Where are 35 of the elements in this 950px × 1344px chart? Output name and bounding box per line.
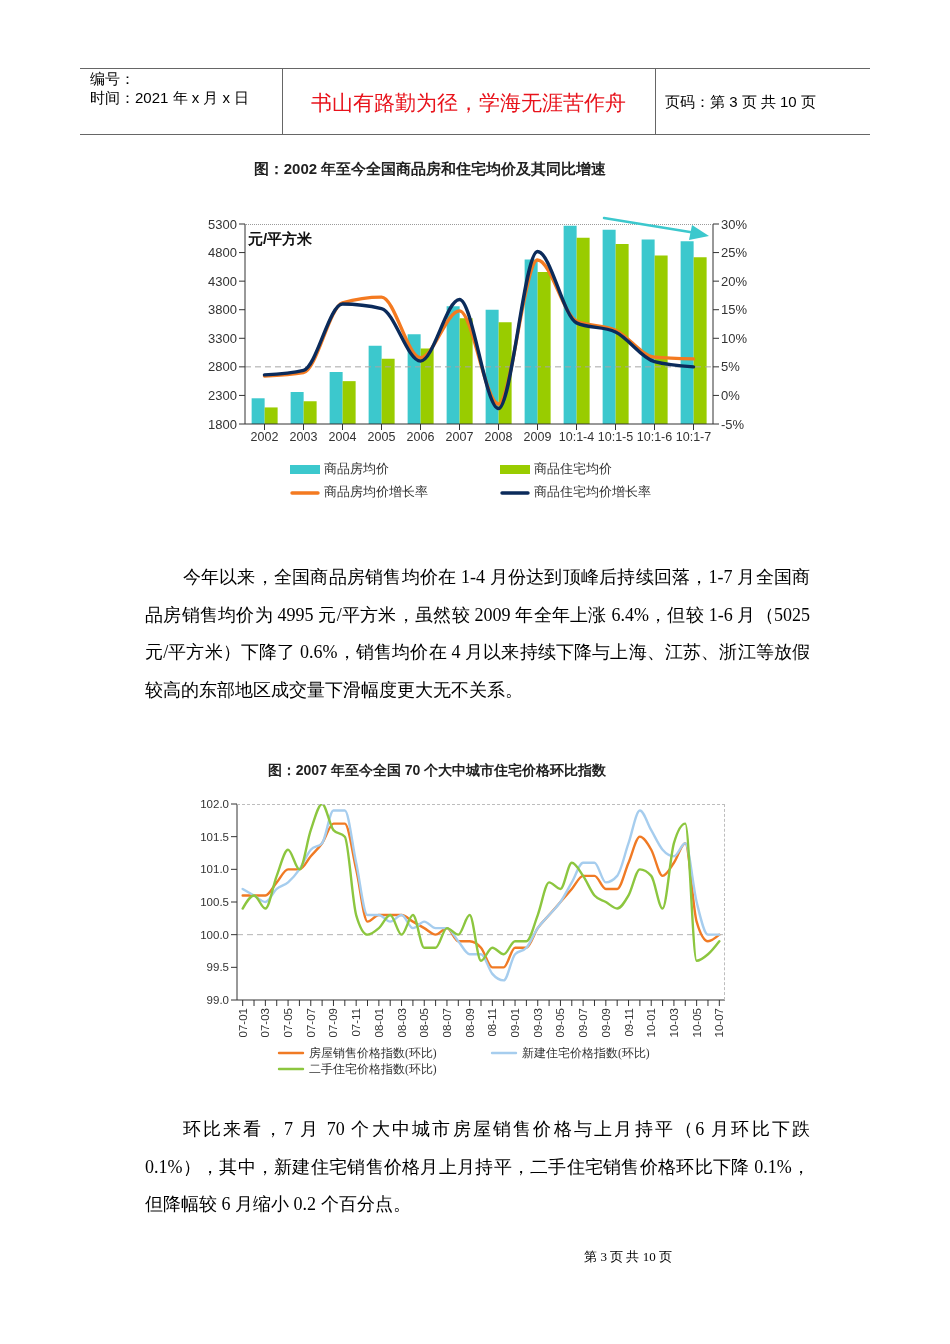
text: 第 3 页 共 10 页 [583, 1248, 673, 1266]
x-tick-label: 08-01 [372, 1008, 385, 1038]
x-tick-label: 08-11 [486, 1008, 499, 1037]
x-tick-label: 09-01 [509, 1008, 522, 1038]
y-tick-label: 99.0 [206, 994, 229, 1007]
x-tick-label: 07-01 [236, 1008, 249, 1038]
y-tick-label: 102.0 [200, 798, 229, 811]
x-tick-label: 07-09 [327, 1008, 340, 1038]
x-tick-label: 09-07 [577, 1008, 590, 1038]
x-tick-label: 10-05 [690, 1008, 703, 1038]
legend-label: 二手住宅价格指数(环比) [309, 1061, 437, 1077]
legend-label: 房屋销售价格指数(环比) [309, 1045, 437, 1061]
x-tick-label: 10-03 [667, 1008, 680, 1038]
x-tick-label: 08-03 [395, 1008, 408, 1038]
y-tick-label: 99.5 [206, 961, 229, 974]
x-tick-label: 09-09 [599, 1008, 612, 1038]
y-tick-label: 100.0 [200, 928, 229, 941]
x-tick-label: 07-03 [259, 1008, 272, 1038]
y-tick-label: 101.0 [200, 863, 229, 876]
y-tick-label: 100.5 [200, 896, 229, 909]
x-tick-label: 08-07 [440, 1008, 453, 1038]
x-tick-label: 07-05 [282, 1008, 295, 1038]
x-tick-label: 10-07 [713, 1008, 726, 1038]
x-tick-label: 09-05 [554, 1008, 567, 1038]
text: 环比来看，7 月 70 个大中城市房屋销售价格与上月持平（6 月环比下跌 0.1%），其中，新建住宅销售价格月上月持平，二手住宅销售价格环比下降 0.1%，但降幅较 6 月缩小 0.2 个百分点。 [145, 1118, 811, 1216]
chart-title: 图：2007 年至今全国 70 个大中城市住宅价格环比指数 [266, 762, 608, 780]
x-tick-label: 10-01 [645, 1008, 658, 1038]
x-tick-label: 09-03 [531, 1008, 544, 1038]
x-tick-label: 08-09 [463, 1008, 476, 1038]
x-tick-label: 07-07 [304, 1008, 317, 1038]
x-tick-label: 09-11 [622, 1008, 635, 1037]
y-tick-label: 101.5 [200, 830, 229, 843]
legend-label: 新建住宅价格指数(环比) [522, 1045, 650, 1061]
x-tick-label: 08-05 [418, 1008, 431, 1038]
x-tick-label: 07-11 [350, 1008, 363, 1037]
